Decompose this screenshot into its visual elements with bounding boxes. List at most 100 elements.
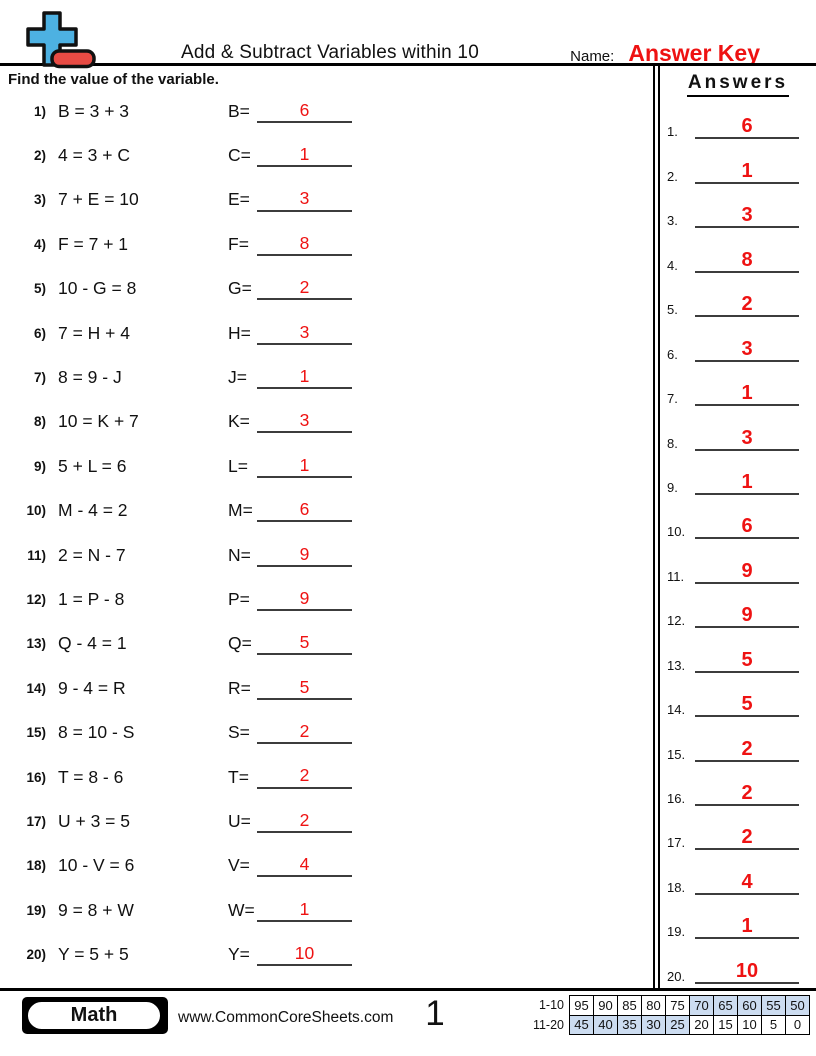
problem-number: 16) bbox=[26, 769, 46, 785]
score-cell: 85 bbox=[617, 995, 642, 1016]
problem-equation: 1 = P - 8 bbox=[58, 588, 125, 609]
answer-item: 4. 8 bbox=[660, 228, 816, 273]
problem-number: 14) bbox=[26, 680, 46, 696]
problem-equation: F = 7 + 1 bbox=[58, 233, 129, 254]
answer-item: 13. 5 bbox=[660, 628, 816, 673]
answer-number: 9. bbox=[667, 479, 678, 495]
problem-number: 2) bbox=[33, 148, 46, 164]
answer-blank: 10 bbox=[257, 943, 352, 967]
problem-row: 17) U + 3 = 5 U= 2 bbox=[0, 799, 653, 843]
answers-header: Answers bbox=[686, 72, 790, 97]
answer-blank: 1 bbox=[257, 144, 352, 168]
answer-number: 6. bbox=[667, 346, 678, 362]
problem-equation: 7 + E = 10 bbox=[58, 189, 139, 210]
problem-equation: 2 = N - 7 bbox=[58, 544, 126, 565]
score-table: 1-10 95 90 85 80 75 70 65 60 55 50 11-20 45 40 35 30 25 2… bbox=[533, 995, 810, 1035]
answer-number: 3. bbox=[667, 213, 678, 229]
problem-number: 19) bbox=[26, 902, 46, 918]
answer-item: 14. 5 bbox=[660, 673, 816, 718]
answer-number: 2. bbox=[667, 168, 678, 184]
answer-number: 5. bbox=[667, 302, 678, 318]
answer-blank: 2 bbox=[257, 721, 352, 745]
answer-item: 1. 6 bbox=[660, 95, 816, 140]
problem-row: 1) B = 3 + 3 B= 6 bbox=[0, 89, 653, 133]
header-rule bbox=[0, 63, 816, 66]
variable-label: M= bbox=[228, 500, 253, 521]
answer-value: 2 bbox=[695, 827, 799, 851]
subject-badge: Math bbox=[22, 997, 168, 1034]
answer-number: 14. bbox=[667, 702, 686, 718]
answer-value: 1 bbox=[695, 916, 799, 940]
score-cell: 20 bbox=[689, 1014, 714, 1035]
problem-number: 11) bbox=[27, 547, 46, 563]
answer-value: 2 bbox=[695, 783, 799, 806]
problem-equation: Q - 4 = 1 bbox=[58, 633, 127, 654]
answer-value: 2 bbox=[695, 738, 799, 762]
instruction-text: Find the value of the variable. bbox=[8, 71, 219, 88]
variable-label: H= bbox=[228, 322, 251, 343]
answer-value: 4 bbox=[695, 871, 799, 895]
variable-label: N= bbox=[228, 544, 251, 565]
variable-label: L= bbox=[228, 455, 248, 476]
answers-list: 1. 6 2. 1 3. 3 4. 8 5. 2 6. 3 7. 1 8. 3 … bbox=[660, 95, 816, 984]
answer-number: 1. bbox=[667, 124, 678, 140]
answer-item: 7. 1 bbox=[660, 362, 816, 407]
problem-equation: 10 - V = 6 bbox=[58, 855, 135, 876]
score-cell: 10 bbox=[737, 1014, 762, 1035]
problem-row: 10) M - 4 = 2 M= 6 bbox=[0, 489, 653, 533]
website-url: www.CommonCoreSheets.com bbox=[178, 1009, 394, 1026]
answer-number: 8. bbox=[667, 435, 678, 451]
score-cell: 60 bbox=[737, 995, 762, 1016]
answer-number: 17. bbox=[667, 835, 686, 851]
score-cell: 35 bbox=[617, 1014, 642, 1035]
problem-equation: 8 = 9 - J bbox=[58, 367, 122, 388]
problem-row: 16) T = 8 - 6 T= 2 bbox=[0, 755, 653, 799]
problem-number: 9) bbox=[33, 458, 46, 474]
answer-number: 10. bbox=[667, 524, 686, 540]
answer-blank: 9 bbox=[257, 588, 352, 612]
problems-list: 1) B = 3 + 3 B= 6 2) 4 = 3 + C C= 1 3) 7… bbox=[0, 89, 653, 977]
score-cell: 45 bbox=[569, 1014, 594, 1035]
answer-value: 1 bbox=[695, 383, 799, 407]
problem-number: 4) bbox=[33, 236, 46, 252]
variable-label: J= bbox=[228, 367, 247, 388]
problem-number: 15) bbox=[26, 725, 46, 741]
answer-item: 18. 4 bbox=[660, 850, 816, 895]
answer-blank: 6 bbox=[257, 499, 352, 523]
name-label: Name: bbox=[570, 48, 615, 65]
score-range-label: 1-10 bbox=[538, 998, 564, 1013]
answer-item: 9. 1 bbox=[660, 451, 816, 495]
problem-equation: 9 - 4 = R bbox=[58, 677, 126, 698]
problem-equation: 10 - G = 8 bbox=[58, 278, 137, 299]
answer-item: 5. 2 bbox=[660, 273, 816, 318]
variable-label: E= bbox=[228, 189, 250, 210]
score-cell: 90 bbox=[593, 995, 618, 1016]
plus-minus-logo-icon bbox=[22, 10, 104, 70]
answer-blank: 3 bbox=[257, 410, 352, 434]
answer-value: 1 bbox=[695, 160, 799, 184]
answer-number: 4. bbox=[667, 257, 678, 273]
score-cell: 40 bbox=[593, 1014, 618, 1035]
problem-number: 5) bbox=[33, 281, 46, 297]
score-cell: 65 bbox=[713, 995, 738, 1016]
answer-blank: 1 bbox=[257, 455, 352, 478]
answer-blank: 2 bbox=[257, 277, 352, 301]
problem-number: 20) bbox=[26, 947, 46, 963]
problem-number: 13) bbox=[26, 636, 46, 652]
answer-item: 6. 3 bbox=[660, 317, 816, 362]
answer-value: 6 bbox=[695, 516, 799, 540]
problem-equation: 8 = 10 - S bbox=[58, 722, 135, 743]
score-cell: 95 bbox=[569, 995, 594, 1016]
problem-row: 6) 7 = H + 4 H= 3 bbox=[0, 311, 653, 355]
answer-item: 10. 6 bbox=[660, 495, 816, 540]
problem-number: 8) bbox=[33, 414, 46, 430]
answer-item: 8. 3 bbox=[660, 406, 816, 451]
variable-label: C= bbox=[228, 145, 251, 166]
score-cell: 0 bbox=[785, 1014, 810, 1035]
answer-value: 8 bbox=[695, 249, 799, 273]
answer-value: 3 bbox=[695, 205, 799, 229]
problem-equation: 7 = H + 4 bbox=[58, 322, 130, 343]
answer-blank: 1 bbox=[257, 366, 352, 390]
worksheet-title: Add & Subtract Variables within 10 bbox=[181, 42, 479, 63]
problem-equation: 4 = 3 + C bbox=[58, 145, 130, 166]
